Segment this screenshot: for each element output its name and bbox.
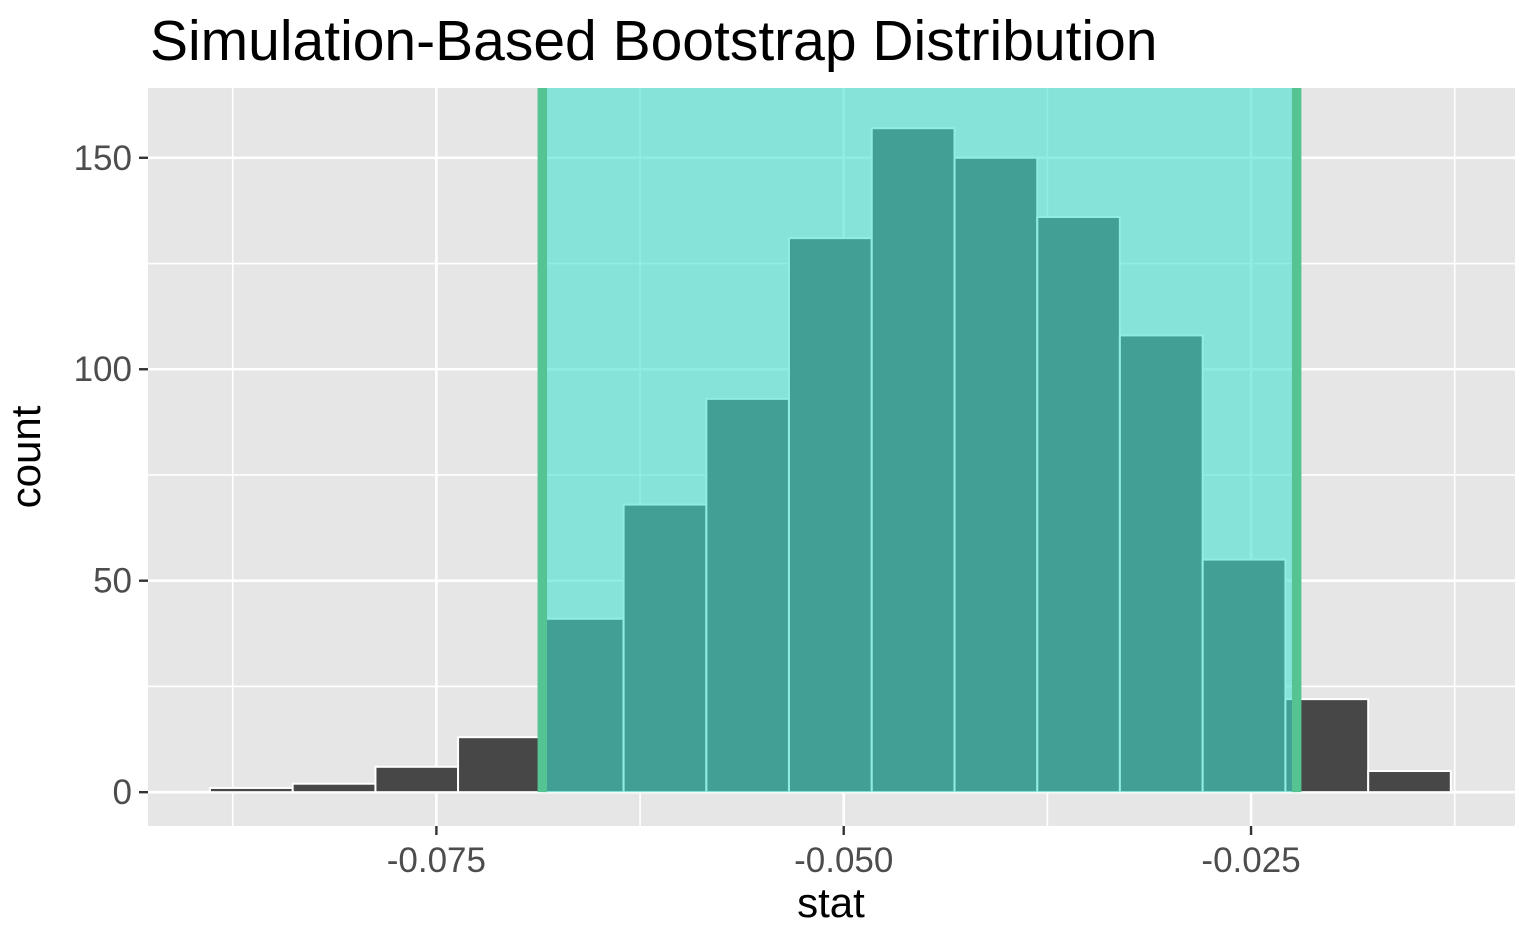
plot-title: Simulation-Based Bootstrap Distribution [150,9,1158,73]
histogram-bar [374,765,460,794]
y-tick-label: 150 [74,139,132,178]
y-axis-label: count [2,405,49,508]
axis-tick-marks [139,156,1253,835]
y-tick-label: 50 [93,562,132,601]
histogram-bar [457,736,542,794]
histogram-bar [1367,770,1452,794]
confidence-interval-shade [542,88,1297,793]
histogram-bar [208,786,294,794]
x-tick-label: -0.075 [387,841,486,880]
y-axis-tick-labels: 0 50 100 150 [74,139,132,812]
x-axis-label: stat [797,879,865,926]
y-tick-label: 0 [113,773,132,812]
x-tick-label: -0.050 [794,841,893,880]
y-tick-label: 100 [74,350,132,389]
histogram-bar [291,782,377,794]
confidence-interval-lines [537,88,1302,793]
x-axis-tick-labels: -0.075 -0.050 -0.025 [387,841,1301,880]
x-tick-label: -0.025 [1201,841,1300,880]
